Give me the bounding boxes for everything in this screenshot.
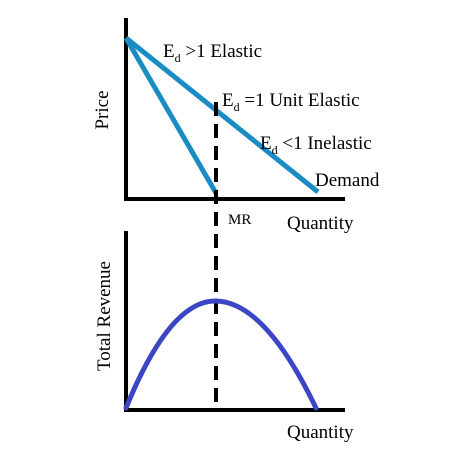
elastic-relation: >1 Elastic [181,41,262,62]
top-quantity-axis-label: Quantity [287,213,354,234]
mr-label: MR [228,212,251,228]
total-revenue-curve [126,301,316,408]
bottom-quantity-axis-label: Quantity [287,422,354,443]
unit-elastic-region-label: Ed =1 Unit Elastic [222,90,360,114]
unit-relation: =1 Unit Elastic [240,90,360,111]
inelastic-region-label: Ed <1 Inelastic [260,133,372,157]
total-revenue-panel: Total Revenue Quantity [94,231,354,443]
price-quantity-panel: Price Quantity Demand MR Ed >1 Elastic E… [92,18,380,234]
demand-label: Demand [315,170,380,191]
total-revenue-axis-label: Total Revenue [94,261,115,371]
inelastic-e-symbol: E [260,133,272,154]
elastic-e-symbol: E [163,41,175,62]
price-axis-label: Price [92,90,113,129]
unit-e-symbol: E [222,90,234,111]
elastic-region-label: Ed >1 Elastic [163,41,262,65]
inelastic-relation: <1 Inelastic [278,133,372,154]
